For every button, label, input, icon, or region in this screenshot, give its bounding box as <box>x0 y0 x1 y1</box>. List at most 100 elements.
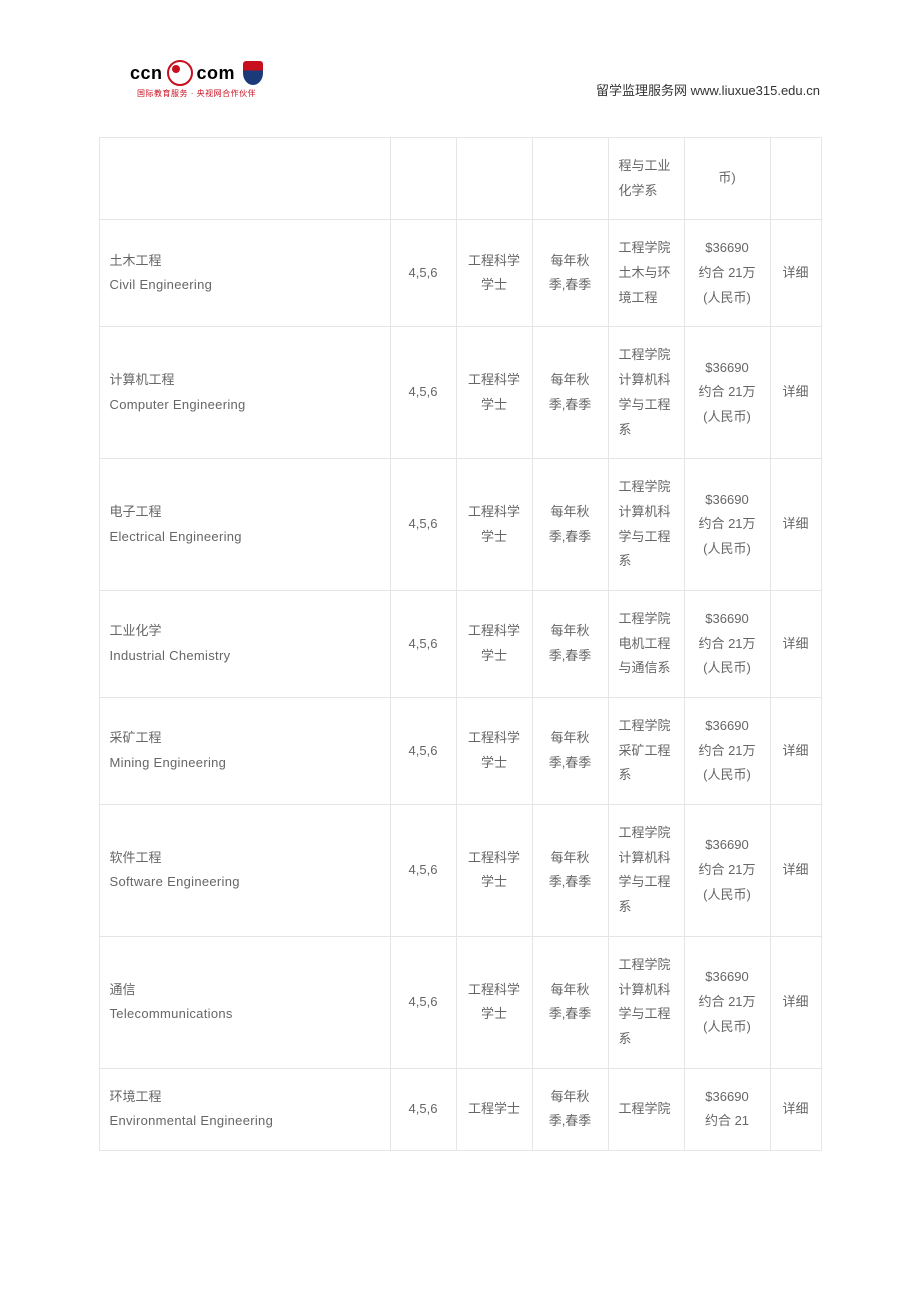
cell-fee: $36690 约合 21万(人民币) <box>684 327 770 459</box>
cell-faculty: 程与工业化学系 <box>608 138 684 220</box>
logo-row: ccn com <box>130 60 263 86</box>
table-row: 程与工业化学系币) <box>99 138 821 220</box>
program-name-en: Mining Engineering <box>110 751 380 776</box>
cell-fee: $36690 约合 21万(人民币) <box>684 220 770 327</box>
cell-fee: $36690 约合 21万(人民币) <box>684 459 770 591</box>
cell-detail: 详细 <box>770 220 821 327</box>
program-name-cn: 环境工程 <box>110 1085 380 1110</box>
cell-ids <box>390 138 456 220</box>
cell-detail: 详细 <box>770 327 821 459</box>
cell-term: 每年秋季,春季 <box>532 327 608 459</box>
cell-fee: $36690 约合 21万(人民币) <box>684 698 770 805</box>
detail-link[interactable]: 详细 <box>782 384 808 399</box>
cell-degree: 工程科学学士 <box>456 590 532 697</box>
cell-faculty: 工程学院 <box>608 1068 684 1150</box>
program-name-cn: 计算机工程 <box>110 368 380 393</box>
detail-link[interactable]: 详细 <box>782 862 808 877</box>
cell-term: 每年秋季,春季 <box>532 805 608 937</box>
shield-icon <box>243 61 263 85</box>
cell-program-name <box>99 138 390 220</box>
program-name-en: Civil Engineering <box>110 273 380 298</box>
program-name-en: Industrial Chemistry <box>110 644 380 669</box>
cell-degree: 工程科学学士 <box>456 805 532 937</box>
program-name-cn: 土木工程 <box>110 249 380 274</box>
cell-fee: $36690 约合 21万(人民币) <box>684 936 770 1068</box>
cell-term: 每年秋季,春季 <box>532 590 608 697</box>
cell-degree: 工程学士 <box>456 1068 532 1150</box>
cell-term: 每年秋季,春季 <box>532 1068 608 1150</box>
detail-link[interactable]: 详细 <box>782 1101 808 1116</box>
cell-ids: 4,5,6 <box>390 459 456 591</box>
cell-program-name: 工业化学Industrial Chemistry <box>99 590 390 697</box>
table-row: 计算机工程Computer Engineering4,5,6工程科学学士每年秋季… <box>99 327 821 459</box>
cell-detail <box>770 138 821 220</box>
cell-degree <box>456 138 532 220</box>
cell-term: 每年秋季,春季 <box>532 936 608 1068</box>
detail-link[interactable]: 详细 <box>782 516 808 531</box>
cell-fee: $36690 约合 21万(人民币) <box>684 590 770 697</box>
program-name-en: Electrical Engineering <box>110 525 380 550</box>
site-label: 留学监理服务网 www.liuxue315.edu.cn <box>596 80 820 99</box>
cell-program-name: 通信Telecommunications <box>99 936 390 1068</box>
globe-icon <box>167 60 193 86</box>
cell-degree: 工程科学学士 <box>456 459 532 591</box>
program-name-cn: 电子工程 <box>110 500 380 525</box>
cell-detail: 详细 <box>770 698 821 805</box>
cell-term <box>532 138 608 220</box>
table-row: 环境工程Environmental Engineering 4,5,6工程学士每年… <box>99 1068 821 1150</box>
cell-term: 每年秋季,春季 <box>532 220 608 327</box>
cell-detail: 详细 <box>770 459 821 591</box>
cell-fee: $36690 约合 21 <box>684 1068 770 1150</box>
detail-link[interactable]: 详细 <box>782 994 808 1009</box>
detail-link[interactable]: 详细 <box>782 265 808 280</box>
program-name-cn: 通信 <box>110 978 380 1003</box>
cell-detail: 详细 <box>770 936 821 1068</box>
cell-faculty: 工程学院 计算机科学与工程系 <box>608 805 684 937</box>
cell-program-name: 计算机工程Computer Engineering <box>99 327 390 459</box>
cell-degree: 工程科学学士 <box>456 936 532 1068</box>
table-row: 通信Telecommunications4,5,6工程科学学士每年秋季,春季工程… <box>99 936 821 1068</box>
cell-term: 每年秋季,春季 <box>532 459 608 591</box>
cell-detail: 详细 <box>770 590 821 697</box>
program-name-en: Software Engineering <box>110 870 380 895</box>
cell-ids: 4,5,6 <box>390 805 456 937</box>
logo-block: ccn com 国际教育服务 · 央视网合作伙伴 <box>130 60 263 99</box>
cell-term: 每年秋季,春季 <box>532 698 608 805</box>
cell-faculty: 工程学院 电机工程与通信系 <box>608 590 684 697</box>
cell-fee: $36690 约合 21万(人民币) <box>684 805 770 937</box>
cell-ids: 4,5,6 <box>390 590 456 697</box>
program-name-en: Environmental Engineering <box>110 1109 380 1134</box>
cell-ids: 4,5,6 <box>390 936 456 1068</box>
cell-faculty: 工程学院 计算机科学与工程系 <box>608 327 684 459</box>
cell-faculty: 工程学院 计算机科学与工程系 <box>608 459 684 591</box>
cell-degree: 工程科学学士 <box>456 327 532 459</box>
cell-degree: 工程科学学士 <box>456 220 532 327</box>
table-row: 软件工程Software Engineering4,5,6工程科学学士每年秋季,… <box>99 805 821 937</box>
program-table: 程与工业化学系币)土木工程Civil Engineering4,5,6工程科学学… <box>99 137 822 1151</box>
table-row: 采矿工程Mining Engineering 4,5,6工程科学学士每年秋季,春季… <box>99 698 821 805</box>
cell-program-name: 电子工程Electrical Engineering <box>99 459 390 591</box>
cell-program-name: 土木工程Civil Engineering <box>99 220 390 327</box>
cell-program-name: 软件工程Software Engineering <box>99 805 390 937</box>
detail-link[interactable]: 详细 <box>782 636 808 651</box>
detail-link[interactable]: 详细 <box>782 743 808 758</box>
logo-text-left: ccn <box>130 63 163 84</box>
logo-text-right: com <box>197 63 236 84</box>
cell-ids: 4,5,6 <box>390 1068 456 1150</box>
cell-ids: 4,5,6 <box>390 220 456 327</box>
cell-ids: 4,5,6 <box>390 698 456 805</box>
cell-fee: 币) <box>684 138 770 220</box>
program-table-body: 程与工业化学系币)土木工程Civil Engineering4,5,6工程科学学… <box>99 138 821 1151</box>
cell-faculty: 工程学院 采矿工程系 <box>608 698 684 805</box>
cell-faculty: 工程学院 计算机科学与工程系 <box>608 936 684 1068</box>
program-name-en: Computer Engineering <box>110 393 380 418</box>
document-page: ccn com 国际教育服务 · 央视网合作伙伴 留学监理服务网 www.liu… <box>0 0 920 1191</box>
page-header: ccn com 国际教育服务 · 央视网合作伙伴 留学监理服务网 www.liu… <box>0 60 920 107</box>
table-row: 土木工程Civil Engineering4,5,6工程科学学士每年秋季,春季工… <box>99 220 821 327</box>
table-row: 电子工程Electrical Engineering4,5,6工程科学学士每年秋… <box>99 459 821 591</box>
cell-ids: 4,5,6 <box>390 327 456 459</box>
program-name-cn: 工业化学 <box>110 619 380 644</box>
program-name-cn: 采矿工程 <box>110 726 380 751</box>
cell-faculty: 工程学院 土木与环境工程 <box>608 220 684 327</box>
cell-degree: 工程科学学士 <box>456 698 532 805</box>
